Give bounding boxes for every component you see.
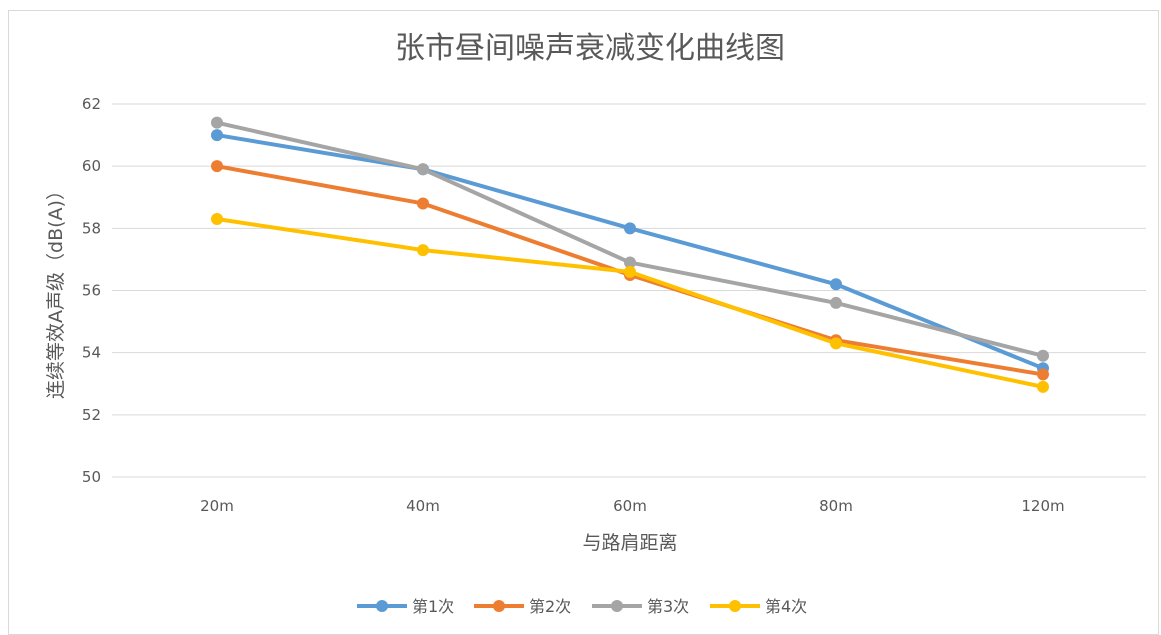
series-line [215,217,1045,389]
legend-marker [611,600,623,612]
data-point [1037,380,1049,393]
data-point [1037,368,1049,381]
y-tick-label: 56 [82,282,101,300]
legend-item: 第4次 [710,597,807,616]
data-point [211,129,223,142]
x-tick-label: 40m [406,497,440,515]
data-point [830,278,842,291]
data-point [830,296,842,309]
y-axis-title: 连续等效A声级（dB(A)） [45,181,67,399]
y-tick-label: 60 [82,157,101,175]
legend-item: 第1次 [357,597,454,616]
chart-title: 张市昼间噪声衰减变化曲线图 [395,31,785,66]
legend-item: 第2次 [474,597,571,616]
series-4 [211,213,1049,393]
x-axis-title: 与路肩距离 [582,532,677,554]
data-point [624,222,636,235]
legend-label: 第4次 [765,597,807,616]
series-layer [211,116,1049,393]
data-point [211,116,223,129]
y-tick-label: 58 [82,219,101,237]
legend: 第1次 第2次 第3次 第4次 [357,597,807,616]
y-tick-label: 62 [82,95,101,113]
legend-label: 第3次 [647,597,689,616]
legend-item: 第3次 [592,597,689,616]
data-point [624,265,636,278]
chart-frame [8,10,1159,635]
x-tick-label: 20m [200,497,234,515]
data-point [830,337,842,350]
gridlines [112,103,1146,478]
legend-marker [493,600,505,612]
data-point [211,213,223,226]
y-tick-label: 54 [82,344,101,362]
data-point [417,244,429,257]
y-tick-label: 52 [82,406,101,424]
data-point [417,163,429,176]
series-1 [211,129,1049,375]
data-point [1037,349,1049,362]
series-3 [211,116,1049,362]
y-tick-labels: 50 52 54 56 58 60 62 [82,95,101,486]
x-tick-label: 60m [613,497,647,515]
legend-marker [376,600,388,612]
x-tick-label: 80m [819,497,853,515]
series-line [215,133,1045,371]
legend-marker [729,600,741,612]
legend-label: 第2次 [529,597,571,616]
data-point [211,160,223,173]
y-tick-label: 50 [82,468,101,486]
data-point [417,197,429,210]
data-point [624,256,636,269]
x-tick-labels: 20m 40m 60m 80m 120m [200,497,1064,515]
legend-label: 第1次 [412,597,454,616]
x-tick-label: 120m [1021,497,1064,515]
